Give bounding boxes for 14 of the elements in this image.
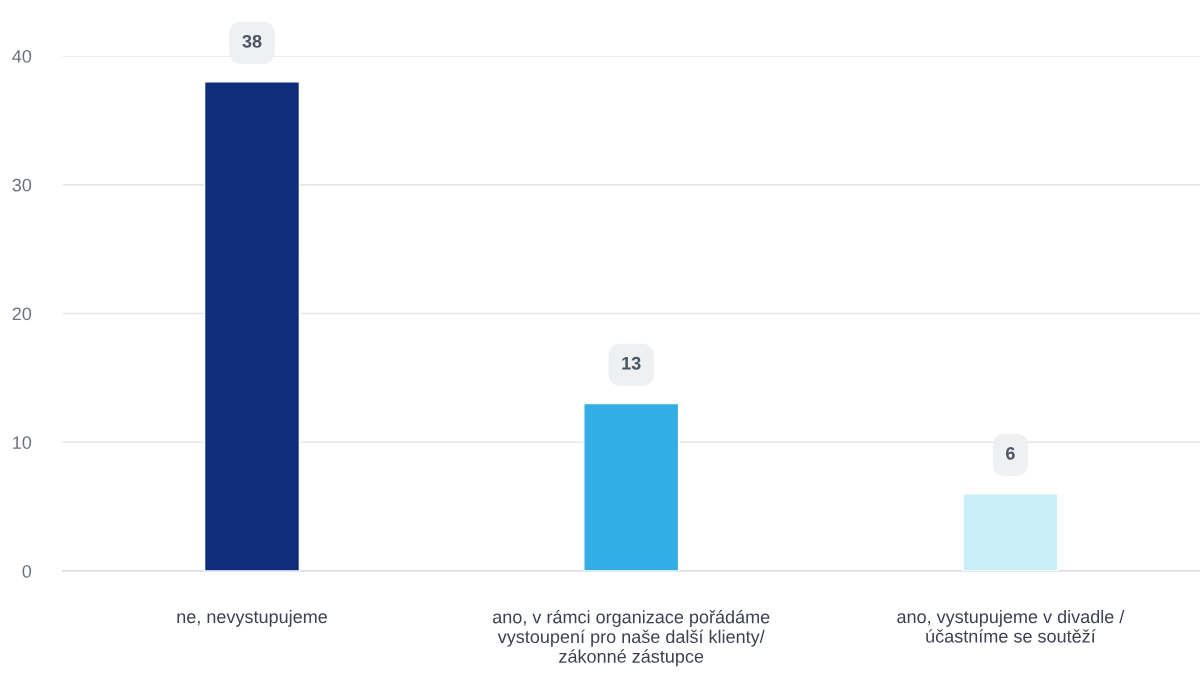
y-tick-label: 10 [13, 436, 32, 449]
y-tick-label: 20 [12, 307, 32, 321]
x-tick-label: ne, nevystupujeme [177, 609, 327, 627]
data-label: 13 [622, 356, 641, 370]
data-label: 38 [242, 34, 262, 48]
y-tick-label: 30 [12, 178, 32, 192]
x-tick-label: ano, vystupujeme v divadle / účastníme se soutěží [897, 609, 1125, 643]
y-tick-label: 0 [22, 564, 32, 578]
data-label: 6 [1006, 446, 1015, 460]
y-tick-label: 40 [12, 49, 32, 63]
bar [962, 493, 1059, 572]
bar [203, 81, 301, 572]
x-tick-label: ano, v rámci organizace pořádáme vystoupení pro naše další klienty/ zákonné zástupce [492, 609, 770, 667]
bar [583, 402, 680, 572]
